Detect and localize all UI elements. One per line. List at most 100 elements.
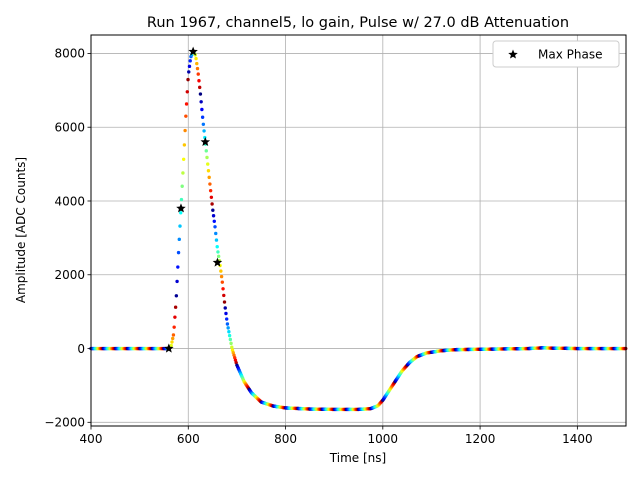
pulse-sample-dot: [223, 306, 227, 310]
x-axis-label: Time [ns]: [329, 451, 386, 465]
pulse-sample-dot: [227, 333, 232, 338]
pulse-sample-dot: [173, 305, 178, 309]
pulse-sample-dot: [195, 61, 199, 66]
pulse-sample-dot: [198, 92, 203, 96]
pulse-sample-dot: [171, 336, 175, 341]
max-phase-star: [188, 46, 198, 56]
x-tick-label: 1400: [562, 432, 593, 446]
pulse-sample-dot: [180, 184, 184, 188]
pulse-sample-dot: [225, 322, 230, 326]
pulse-sample-dot: [179, 211, 183, 215]
pulse-sample-dot: [175, 279, 179, 284]
x-tick-label: 800: [274, 432, 297, 446]
max-phase-star: [164, 343, 174, 353]
pulse-sample-dot: [195, 66, 200, 71]
pulse-sample-dot: [229, 341, 233, 346]
y-tick-label: 6000: [54, 121, 85, 135]
y-axis-label: Amplitude [ADC Counts]: [14, 157, 28, 303]
pulse-sample-dot: [226, 326, 230, 330]
pulse-sample-dot: [208, 188, 213, 193]
pulse-sample-dot: [172, 325, 176, 329]
pulse-sample-dot: [222, 293, 226, 298]
pulse-sample-dot: [206, 162, 210, 166]
pulse-sample-dot: [186, 77, 190, 82]
pulse-sample-dot: [224, 311, 228, 316]
pulse-sample-dot: [200, 107, 204, 112]
pulse-sample-dot: [216, 254, 221, 259]
pulse-sample-dot: [176, 265, 180, 269]
pulse-sample-dot: [200, 115, 205, 119]
pulse-sample-dot: [225, 317, 229, 321]
chart-title: Run 1967, channel5, lo gain, Pulse w/ 27…: [147, 15, 569, 31]
pulse-sample-dot: [214, 231, 218, 236]
max-phase-star: [200, 136, 211, 147]
pulse-sample-dot: [179, 197, 184, 202]
pulse-sample-dot: [220, 280, 225, 284]
x-tick-label: 1000: [368, 432, 399, 446]
pulse-sample-dot: [201, 122, 206, 126]
pulse-sample-dot: [213, 225, 217, 229]
pulse-sample-dot: [209, 195, 214, 199]
pulse-sample-dot: [185, 90, 189, 94]
pulse-sample-dot: [208, 182, 212, 186]
max-phase-markers: [164, 46, 223, 353]
x-axis-ticks: 400 600 800 1000 1200 1400: [80, 426, 593, 446]
pulse-sample-dot: [170, 340, 174, 344]
pulse-sample-dot: [184, 102, 189, 106]
pulse-sample-dot: [173, 315, 177, 319]
y-axis-ticks: −2000 0 2000 4000 6000 8000: [44, 47, 91, 430]
pulse-sample-dot: [198, 85, 202, 90]
pulse-sample-dot: [205, 155, 209, 160]
grid-lines: [90, 35, 626, 426]
pulse-sample-dot: [212, 219, 216, 223]
y-tick-label: −2000: [44, 416, 85, 430]
pulse-sample-dot: [187, 70, 191, 74]
pulse-sample-dot: [176, 250, 181, 255]
pulse-sample-dot: [215, 245, 219, 249]
pulse-sample-dot: [210, 202, 214, 206]
x-tick-label: 1200: [465, 432, 496, 446]
pulse-sample-dot: [184, 114, 188, 118]
pulse-sample-dot: [174, 294, 179, 298]
pulse-sample-dot: [206, 169, 211, 173]
pulse-sample-dot: [202, 129, 206, 133]
max-phase-star: [212, 257, 223, 267]
legend: Max Phase: [492, 40, 620, 68]
pulse-sample-dot: [177, 237, 181, 242]
pulse-sample-dot: [171, 333, 176, 337]
pulse-sample-dot: [211, 214, 216, 218]
plot-frame: [90, 34, 627, 427]
pulse-sample-dot: [188, 59, 192, 63]
pulse-sample-dot: [227, 330, 231, 334]
max-phase-star: [176, 203, 186, 213]
pulse-sample-dot: [196, 72, 200, 76]
pulse-sample-dot: [183, 128, 187, 133]
x-tick-label: 600: [177, 432, 200, 446]
legend-box: [492, 40, 620, 68]
pulse-sample-dot: [221, 287, 225, 291]
pulse-sample-dot: [194, 56, 198, 61]
pulse-sample-dot: [204, 149, 208, 153]
pulse-sample-dot: [178, 224, 182, 228]
y-tick-label: 4000: [54, 194, 85, 208]
pulse-sample-dot: [169, 343, 173, 348]
pulse-sample-dot: [187, 64, 192, 69]
pulse-sample-dot: [211, 208, 215, 212]
x-tick-label: 400: [80, 432, 103, 446]
pulse-sample-dot: [197, 79, 201, 83]
pulse-sample-dot: [181, 157, 186, 162]
legend-star-icon: [508, 49, 518, 59]
pulse-sample-dot: [230, 345, 234, 349]
pulse-sample-dot: [207, 175, 211, 180]
pulse-sample-dot: [228, 337, 233, 342]
pulse-sample-dot: [216, 250, 220, 254]
pulse-sample-dot: [222, 300, 227, 304]
pulse-sample-dot: [219, 269, 223, 273]
pulse-sample-dot: [182, 143, 187, 147]
y-tick-label: 0: [77, 342, 85, 356]
legend-label-max-phase: Max Phase: [538, 48, 602, 62]
pulse-sample-dot: [219, 274, 224, 279]
pulse-sample-dot: [199, 100, 203, 104]
